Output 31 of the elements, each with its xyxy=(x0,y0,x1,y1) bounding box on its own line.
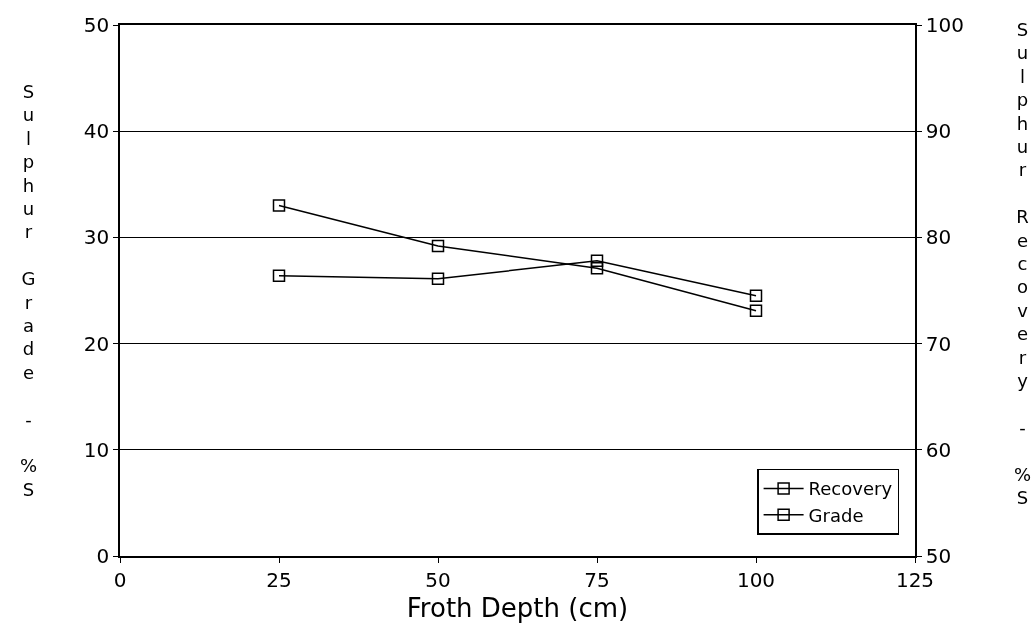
x-tick-label: 50 xyxy=(425,567,451,592)
x-axis-title: Froth Depth (cm) xyxy=(406,592,629,623)
point xyxy=(590,254,604,268)
y2-tick-label: 60 xyxy=(925,437,952,462)
y-tick-label: 40 xyxy=(83,119,110,144)
y-tick-label: 20 xyxy=(83,331,110,356)
y-tick-label: 30 xyxy=(83,225,110,250)
y2-tick-label: 100 xyxy=(925,13,964,37)
point xyxy=(272,269,286,282)
y-tick-label: 0 xyxy=(96,544,110,568)
point xyxy=(431,272,445,286)
x-tick-label: 25 xyxy=(266,567,292,592)
text: Sulphur Grade - %S xyxy=(20,81,38,500)
x-tick-label: 75 xyxy=(584,567,610,592)
legend-label: Grade xyxy=(808,504,864,526)
point xyxy=(272,199,286,212)
point xyxy=(749,304,763,317)
y2-tick-label: 50 xyxy=(925,544,952,568)
y-tick-label: 50 xyxy=(83,13,110,37)
x-tick-label: 100 xyxy=(736,567,776,592)
point xyxy=(749,289,763,303)
x-tick-label: 0 xyxy=(113,567,127,592)
y2-tick-label: 80 xyxy=(925,225,952,250)
y2-tick-label: 90 xyxy=(925,119,952,144)
x-tick-label: 125 xyxy=(895,567,935,592)
point xyxy=(590,261,604,275)
point xyxy=(431,239,445,253)
y-tick-label: 10 xyxy=(83,437,110,462)
legend-label: Recovery xyxy=(808,478,893,500)
text: Sulphur Recovery - %S xyxy=(1014,19,1032,508)
y2-tick-label: 70 xyxy=(925,331,952,356)
